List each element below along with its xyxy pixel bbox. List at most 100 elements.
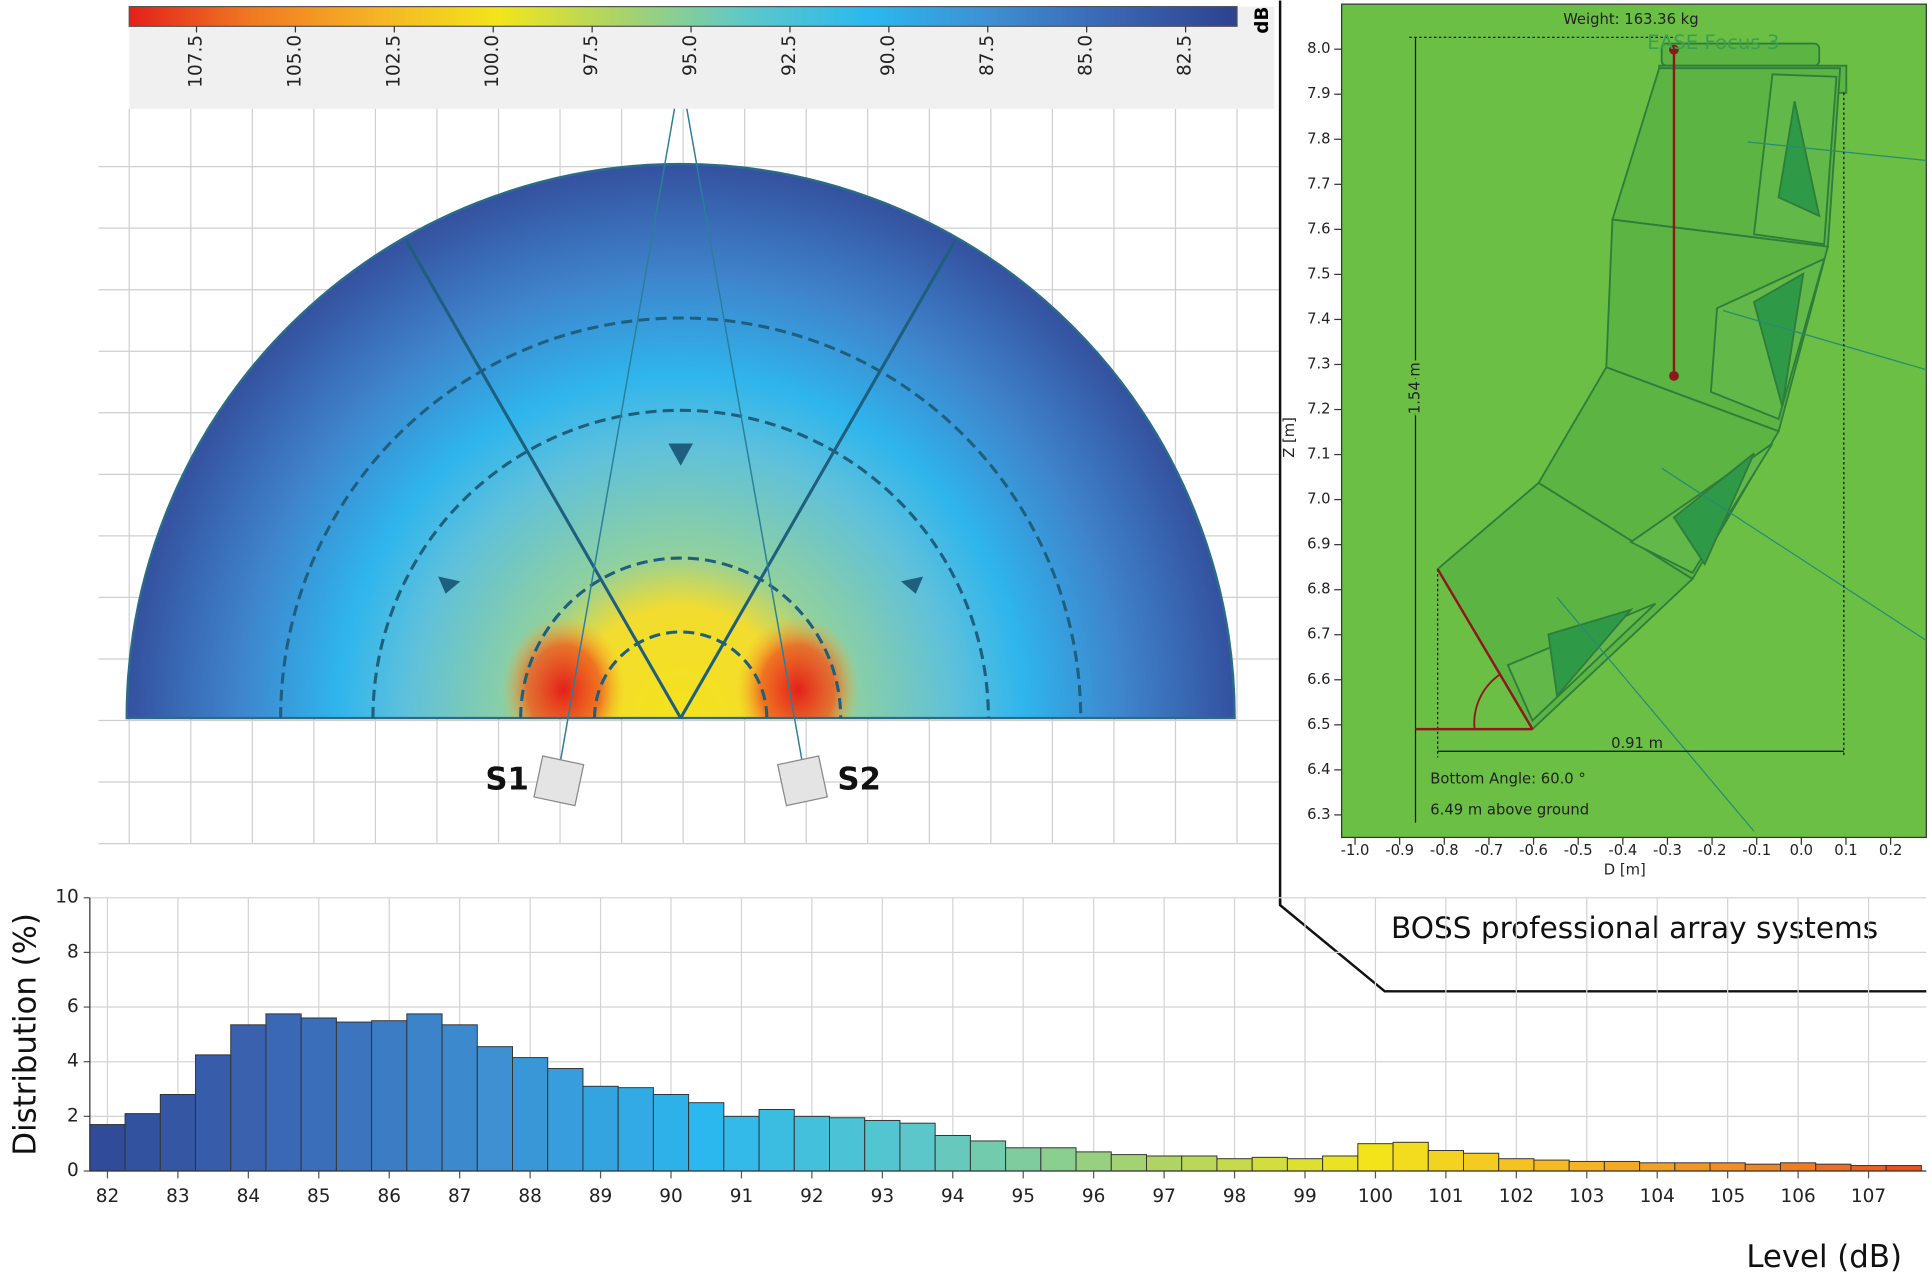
bar	[1110, 1154, 1147, 1172]
tick-label: 82.5	[1175, 35, 1196, 76]
annotation: EASE Focus 3	[1647, 31, 1779, 54]
bar	[1005, 1147, 1042, 1172]
tick-label: 107.5	[185, 35, 206, 88]
x-tick-label: 0.1	[1834, 842, 1857, 859]
bar	[969, 1140, 1007, 1172]
x-tick-label: 96	[1082, 1186, 1105, 1207]
y-tick-label: 0	[67, 1160, 79, 1181]
x-tick-label: -0.7	[1475, 842, 1504, 859]
bar	[1709, 1162, 1746, 1172]
x-tick-label: 0.2	[1879, 842, 1902, 859]
annotation: Bottom Angle: 60.0 °	[1430, 771, 1586, 788]
y-tick-label: 6	[67, 996, 79, 1017]
bar	[1850, 1165, 1887, 1172]
bar	[89, 1124, 126, 1172]
x-tick-label: 0.0	[1790, 842, 1813, 859]
x-tick-label: 105	[1710, 1186, 1745, 1207]
bar	[1815, 1163, 1852, 1172]
bar	[300, 1017, 337, 1172]
y-axis-label: Distribution (%)	[8, 913, 44, 1156]
bar	[1075, 1151, 1112, 1172]
bar	[547, 1068, 584, 1172]
x-tick-label: 98	[1223, 1186, 1246, 1207]
y-tick-label: 6.7	[1307, 626, 1330, 643]
bar	[406, 1013, 443, 1172]
bar	[124, 1113, 161, 1172]
bar	[335, 1021, 373, 1172]
x-tick-label: 93	[871, 1186, 894, 1207]
annotation: Weight: 163.36 kg	[1563, 11, 1698, 28]
tick-label: 92.5	[779, 35, 800, 76]
x-tick-label: 102	[1499, 1186, 1534, 1207]
x-tick-label: 89	[589, 1186, 612, 1207]
y-tick-label: 7.9	[1307, 85, 1330, 102]
x-tick-label: -0.9	[1385, 842, 1414, 859]
bar	[476, 1046, 514, 1172]
bar	[265, 1013, 302, 1172]
y-tick-label: 6.5	[1307, 716, 1330, 733]
bar	[195, 1054, 232, 1172]
dimension-lines	[1409, 36, 1845, 823]
tick-label: 90.0	[878, 35, 899, 76]
bar	[1392, 1141, 1429, 1172]
x-tick-label: 106	[1780, 1186, 1815, 1207]
bar	[723, 1115, 760, 1172]
bar	[1286, 1158, 1324, 1172]
x-tick-label: 95	[1011, 1186, 1034, 1207]
annotation: 6.49 m above ground	[1430, 801, 1589, 818]
bar	[1216, 1158, 1253, 1172]
y-tick-label: 6.3	[1307, 806, 1330, 823]
y-tick-label: 7.2	[1307, 401, 1330, 418]
tick-label: 97.5	[581, 35, 602, 76]
bar	[159, 1094, 197, 1172]
bar	[1779, 1162, 1817, 1172]
x-tick-label: 100	[1358, 1186, 1393, 1207]
y-tick-label: 6.6	[1307, 671, 1330, 688]
x-tick-label: 83	[166, 1186, 189, 1207]
y-tick-label: 7.8	[1307, 130, 1330, 147]
x-tick-label: -0.8	[1430, 842, 1459, 859]
bar	[1568, 1160, 1605, 1172]
x-tick-label: 87	[448, 1186, 471, 1207]
x-tick-label: -0.3	[1653, 842, 1682, 859]
bar	[1603, 1160, 1641, 1172]
bar	[1674, 1162, 1711, 1172]
colorbar-label: dB	[1252, 7, 1273, 34]
bar	[688, 1102, 725, 1172]
x-tick-label: -0.2	[1698, 842, 1727, 859]
bar	[1427, 1150, 1464, 1172]
x-tick-label: 101	[1428, 1186, 1463, 1207]
bar	[829, 1117, 866, 1172]
y-tick-label: 7.7	[1307, 175, 1330, 192]
bar	[1322, 1155, 1359, 1172]
tick-label: 100.0	[482, 35, 503, 88]
pivot	[1669, 44, 1679, 55]
bar	[758, 1109, 795, 1172]
bar	[1181, 1155, 1218, 1172]
bar	[1463, 1152, 1500, 1172]
y-tick-label: 10	[55, 887, 78, 908]
x-tick-label: -0.6	[1519, 842, 1548, 859]
tick-label: 105.0	[284, 35, 305, 88]
x-tick-label: 99	[1293, 1186, 1316, 1207]
x-tick-label: 91	[730, 1186, 753, 1207]
y-tick-label: 6.4	[1307, 761, 1330, 778]
bar	[1885, 1165, 1922, 1172]
y-tick-label: 7.4	[1307, 310, 1330, 327]
bar	[1744, 1163, 1781, 1172]
x-axis-label: D [m]	[1604, 862, 1646, 879]
x-tick-label: 90	[659, 1186, 682, 1207]
x-tick-label: -0.5	[1564, 842, 1593, 859]
annotation: 0.91 m	[1611, 735, 1663, 752]
y-tick-label: 4	[67, 1051, 79, 1072]
y-tick-label: 8	[67, 941, 79, 962]
bar	[1639, 1162, 1676, 1172]
y-tick-label: 7.1	[1307, 446, 1330, 463]
x-tick-label: 104	[1640, 1186, 1675, 1207]
y-tick-label: 7.5	[1307, 265, 1330, 282]
y-tick-label: 7.3	[1307, 355, 1330, 372]
source-label: S2	[837, 761, 881, 797]
x-tick-label: 84	[237, 1186, 260, 1207]
x-tick-label: 103	[1569, 1186, 1604, 1207]
